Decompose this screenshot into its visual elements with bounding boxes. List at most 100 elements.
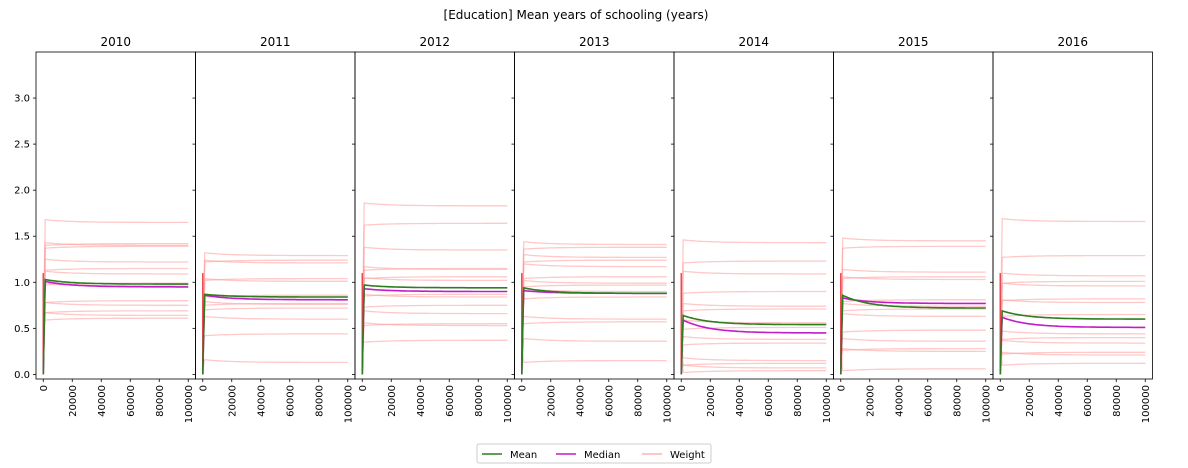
weight-line bbox=[840, 268, 986, 369]
median-line bbox=[42, 280, 189, 375]
weight-line bbox=[202, 333, 348, 345]
weight-line bbox=[521, 246, 667, 372]
weight-line bbox=[202, 277, 348, 364]
panel-2015: 2015 0 20000 40000 60000 80000 100000 bbox=[830, 35, 994, 423]
weight-line bbox=[840, 329, 986, 370]
weight-line bbox=[361, 265, 508, 364]
y-tick-label: 0.0 bbox=[14, 370, 30, 381]
weight-line bbox=[42, 258, 189, 364]
legend-frame bbox=[476, 443, 712, 464]
weight-line bbox=[999, 298, 1146, 361]
mean-line bbox=[361, 284, 508, 375]
weight-line bbox=[840, 276, 986, 370]
weight-line bbox=[840, 312, 986, 353]
weight-line bbox=[361, 276, 508, 370]
mean-line bbox=[680, 314, 827, 375]
weight-line bbox=[361, 202, 508, 370]
weight-line bbox=[840, 347, 986, 370]
x-tick-label: 60000 bbox=[126, 385, 137, 417]
median-line bbox=[361, 287, 508, 375]
x-tick-label: 60000 bbox=[604, 385, 615, 417]
x-tick-label: 100000 bbox=[343, 385, 354, 423]
panels-group: 2010 0.0 0.5 1.0 1.5 2.0 2.5 3.0 0 20000 40000 6000… bbox=[14, 35, 1153, 423]
weight-line bbox=[840, 338, 986, 372]
weight-line bbox=[42, 317, 189, 339]
panel-2013: 2013 0 20000 40000 60000 80000 100000 bbox=[511, 35, 675, 423]
x-tick-label: 0 bbox=[836, 385, 847, 391]
weight-line bbox=[999, 338, 1146, 366]
panel-2011: 2011 0 20000 40000 60000 80000 100000 bbox=[192, 35, 356, 423]
panel-title: 2012 bbox=[419, 35, 450, 49]
weight-line bbox=[361, 322, 508, 370]
weight-line bbox=[42, 310, 189, 345]
panel-2016: 2016 0 20000 40000 60000 80000 100000 bbox=[990, 35, 1153, 423]
legend: Mean Median Weight bbox=[476, 443, 712, 464]
panel-frame bbox=[514, 51, 675, 380]
x-tick-label: 40000 bbox=[97, 385, 108, 417]
weight-line bbox=[42, 267, 189, 361]
weight-line bbox=[42, 311, 189, 370]
weight-line bbox=[999, 336, 1146, 370]
panel-frame bbox=[195, 51, 356, 380]
y-tick-label: 3.0 bbox=[14, 94, 30, 105]
weight-line bbox=[999, 272, 1146, 369]
panel-title: 2015 bbox=[898, 35, 929, 49]
x-tick-label: 80000 bbox=[314, 385, 325, 417]
weight-line bbox=[42, 301, 189, 347]
x-tick-label: 20000 bbox=[1025, 385, 1036, 417]
weight-line bbox=[202, 300, 348, 353]
x-tick-label: 100000 bbox=[503, 385, 514, 423]
weight-line bbox=[680, 290, 827, 370]
legend-weight-label: Weight bbox=[670, 450, 705, 461]
x-tick-label: 20000 bbox=[68, 385, 79, 417]
weight-line bbox=[202, 259, 348, 372]
weight-line bbox=[521, 279, 667, 370]
panel-title: 2011 bbox=[260, 35, 291, 49]
weight-line bbox=[202, 277, 348, 370]
weight-line bbox=[840, 343, 986, 352]
weight-line bbox=[999, 351, 1146, 370]
x-tick-label: 60000 bbox=[445, 385, 456, 417]
weight-line bbox=[202, 358, 348, 370]
x-tick-label: 40000 bbox=[894, 385, 905, 417]
weight-line bbox=[840, 308, 986, 356]
weight-line bbox=[361, 246, 508, 369]
weight-line bbox=[840, 276, 986, 364]
x-tick-label: 40000 bbox=[735, 385, 746, 417]
weight-line bbox=[840, 302, 986, 370]
mean-line bbox=[999, 309, 1146, 375]
weight-line bbox=[999, 330, 1146, 353]
x-tick-label: 80000 bbox=[633, 385, 644, 417]
weight-line bbox=[521, 338, 667, 364]
weight-line bbox=[521, 254, 667, 369]
weight-line bbox=[680, 260, 827, 372]
x-tick-label: 0 bbox=[39, 385, 50, 391]
weight-line bbox=[999, 280, 1146, 370]
mean-line bbox=[521, 286, 667, 375]
weight-line bbox=[680, 335, 827, 353]
mean-line bbox=[840, 294, 986, 375]
weight-line bbox=[202, 302, 348, 356]
weight-line bbox=[361, 323, 508, 345]
mean-line bbox=[202, 293, 348, 375]
panel-frame bbox=[992, 51, 1153, 380]
x-tick-label: 80000 bbox=[474, 385, 485, 417]
weight-line bbox=[680, 338, 827, 374]
weight-line bbox=[521, 263, 667, 364]
weight-line bbox=[42, 245, 189, 370]
weight-line bbox=[999, 217, 1146, 370]
weight-line bbox=[361, 222, 508, 372]
weight-line bbox=[202, 293, 348, 370]
x-tick-label: 20000 bbox=[546, 385, 557, 417]
legend-mean-label: Mean bbox=[510, 450, 537, 461]
weight-line bbox=[680, 239, 827, 370]
legend-median-label: Median bbox=[584, 450, 620, 461]
x-tick-label: 40000 bbox=[416, 385, 427, 417]
x-tick-label: 60000 bbox=[923, 385, 934, 417]
x-tick-label: 0 bbox=[517, 385, 528, 391]
x-tick-label: 40000 bbox=[575, 385, 586, 417]
weight-line bbox=[680, 308, 827, 361]
weight-line bbox=[680, 326, 827, 356]
panel-frame bbox=[35, 51, 196, 380]
median-line bbox=[680, 318, 827, 375]
